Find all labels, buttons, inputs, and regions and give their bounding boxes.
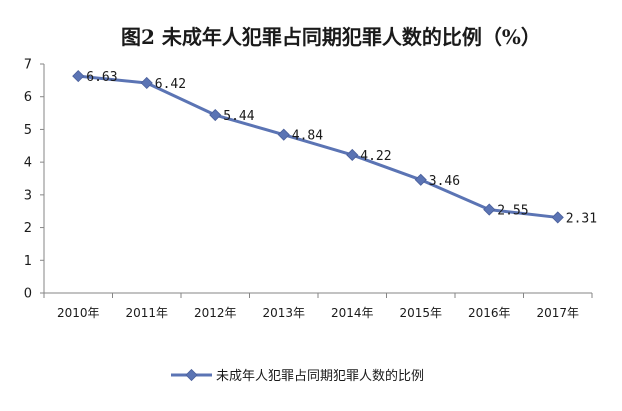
y-tick-label: 6 xyxy=(24,90,32,105)
x-tick-label: 2010年 xyxy=(57,306,100,320)
y-tick-label: 1 xyxy=(24,254,32,269)
data-point-marker xyxy=(72,70,85,83)
series-line xyxy=(78,74,558,219)
data-label: 6.63 xyxy=(86,70,117,85)
data-label: 4.84 xyxy=(292,129,323,144)
x-tick-label: 2014年 xyxy=(331,306,374,320)
data-point-marker xyxy=(209,108,222,122)
x-tick-label: 2017年 xyxy=(536,306,579,320)
y-tick-label: 4 xyxy=(24,156,32,171)
data-point-marker xyxy=(346,148,359,162)
data-point-marker xyxy=(277,128,290,141)
axes: 0 1 2 3 4 5 6 7 2010年 2011年 2012年 2013年 2014年 2015年 20… xyxy=(24,58,593,320)
data-label: 2.55 xyxy=(497,204,528,219)
legend-marker xyxy=(185,368,198,382)
data-point-marker xyxy=(414,173,427,186)
data-label: 4.22 xyxy=(360,149,391,164)
x-tick-label: 2013年 xyxy=(262,306,305,320)
data-point-marker xyxy=(140,76,153,90)
x-tick-label: 2012年 xyxy=(194,306,237,320)
data-label: 5.44 xyxy=(223,109,254,124)
y-tick-label: 0 xyxy=(24,287,32,302)
legend-label: 未成年人犯罪占同期犯罪人数的比例 xyxy=(216,368,424,384)
y-tick-label: 3 xyxy=(24,188,32,203)
legend: 未成年人犯罪占同期犯罪人数的比例 xyxy=(171,368,424,384)
data-label: 2.31 xyxy=(566,211,597,226)
y-tick-label: 7 xyxy=(24,58,32,73)
data-point-marker xyxy=(551,211,564,224)
data-labels: 6.63 6.42 5.44 4.84 4.22 3.46 2.55 2.31 xyxy=(86,70,597,226)
data-label: 3.46 xyxy=(429,174,460,189)
x-tick-label: 2015年 xyxy=(399,306,442,320)
series-plot xyxy=(72,70,564,224)
y-tick-label: 5 xyxy=(24,123,32,138)
chart-title: 图2 未成年人犯罪占同期犯罪人数的比例（%） xyxy=(121,25,541,49)
y-tick-label: 2 xyxy=(24,221,32,236)
x-tick-label: 2016年 xyxy=(468,306,511,320)
x-tick-label: 2011年 xyxy=(125,306,168,320)
data-point-marker xyxy=(483,203,496,216)
data-label: 6.42 xyxy=(155,77,186,92)
